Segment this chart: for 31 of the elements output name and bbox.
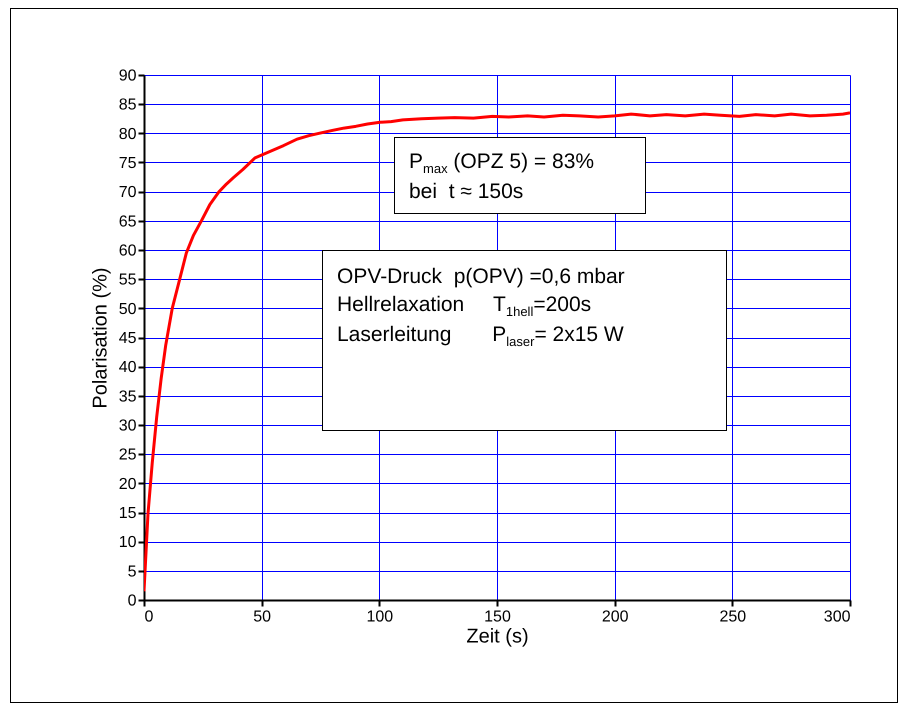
x-tick-label: 0 — [144, 608, 154, 626]
y-tick-label: 35 — [118, 388, 137, 406]
y-tick-label: 40 — [118, 359, 137, 376]
x-tick-label: 150 — [484, 608, 511, 626]
text-box: P$_{max}$ (OPZ 5) = 83% bei t ≈ 150s — [394, 137, 646, 214]
y-tick-label: 55 — [118, 272, 137, 289]
y-tick-label: 0 — [128, 592, 137, 610]
y-tick-label: 85 — [118, 96, 137, 114]
y-tick-label: 90 — [118, 68, 137, 84]
y-tick-label: 30 — [118, 418, 137, 434]
y-tick-label: 15 — [118, 505, 137, 522]
y-tick-label: 65 — [118, 213, 137, 230]
line-series — [144, 111, 850, 593]
y-tick-label: 75 — [118, 155, 137, 172]
x-axis-title: Zeit (s) — [466, 626, 529, 648]
y-tick-label: 5 — [128, 563, 137, 580]
x-tick-label: 200 — [602, 608, 629, 626]
y-tick-label: 70 — [118, 184, 137, 202]
y-tick-label: 60 — [118, 242, 137, 260]
y-tick-label: 45 — [118, 330, 137, 347]
x-tick-label: 250 — [719, 608, 746, 626]
y-tick-label: 10 — [118, 534, 137, 552]
y-tick-label: 25 — [118, 446, 137, 464]
y-axis-title: Polarisation (%) — [90, 267, 112, 409]
y-tick-label: 50 — [118, 300, 137, 318]
x-tick-label: 100 — [366, 608, 394, 626]
text-box: OPV-Druck p(OPV) =0,6 mbar Hellrelaxation T$_{1hell}$=200s Laserleitung P$_{laser}$= 2x15 W — [322, 250, 727, 431]
y-tick-label: 20 — [118, 476, 137, 493]
x-tick-label: 300 — [824, 608, 851, 626]
y-tick-label: 80 — [118, 126, 137, 143]
x-tick-label: 50 — [253, 608, 272, 626]
